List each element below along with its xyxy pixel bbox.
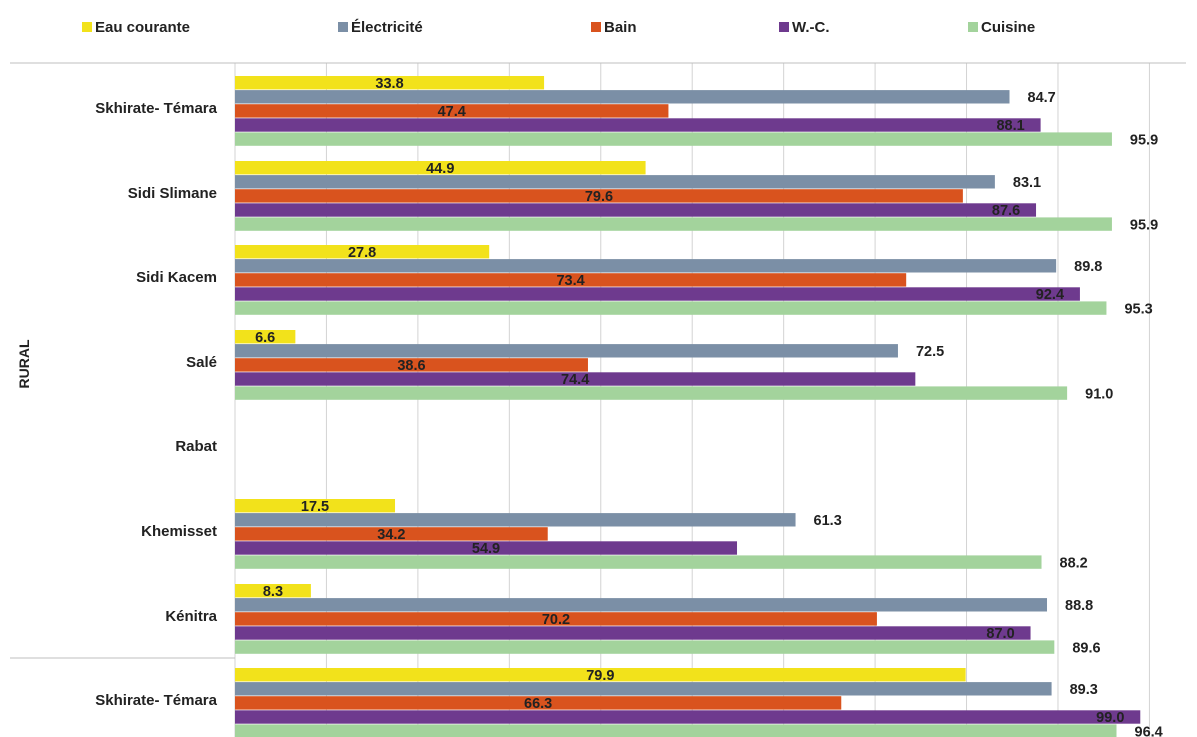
bar-eau-courante-2 — [235, 245, 490, 259]
value-label-bain-2: 73.4 — [556, 273, 584, 289]
category-label-2: Sidi Kacem — [136, 269, 217, 286]
bar-eau-courante-5 — [235, 499, 396, 513]
legend-swatch-w-c — [779, 22, 789, 32]
legend-label-eau-courante: Eau courante — [95, 19, 190, 36]
category-label-0: Skhirate- Témara — [95, 100, 217, 117]
bar-cuisine-3 — [235, 386, 1068, 400]
value-label-eau-courante-3: 6.6 — [255, 330, 275, 346]
value-label-electricite-1: 83.1 — [1013, 175, 1041, 191]
bar-w-c-5 — [235, 541, 738, 555]
value-label-w-c-2: 92.4 — [1036, 287, 1064, 303]
value-label-electricite-6: 88.8 — [1065, 598, 1093, 614]
value-label-cuisine-1: 95.9 — [1130, 217, 1158, 233]
category-label-3: Salé — [186, 354, 217, 371]
value-label-w-c-7: 99.0 — [1096, 710, 1124, 726]
value-label-electricite-2: 89.8 — [1074, 259, 1102, 275]
bar-bain-7 — [235, 696, 842, 710]
value-label-electricite-0: 84.7 — [1028, 90, 1056, 106]
value-label-w-c-0: 88.1 — [996, 118, 1024, 134]
bar-eau-courante-6 — [235, 584, 311, 598]
legend-label-w-c: W.-C. — [792, 19, 830, 36]
value-label-eau-courante-7: 79.9 — [586, 668, 614, 684]
value-label-cuisine-3: 91.0 — [1085, 386, 1113, 402]
value-label-bain-7: 66.3 — [524, 696, 552, 712]
bar-bain-1 — [235, 189, 963, 203]
bar-eau-courante-1 — [235, 161, 646, 175]
value-label-w-c-3: 74.4 — [561, 372, 589, 388]
value-label-eau-courante-0: 33.8 — [375, 76, 403, 92]
value-label-electricite-5: 61.3 — [814, 513, 842, 529]
value-label-eau-courante-5: 17.5 — [301, 499, 329, 515]
bar-w-c-3 — [235, 372, 916, 386]
bar-cuisine-0 — [235, 132, 1112, 146]
bar-electricite-5 — [235, 513, 796, 527]
bar-cuisine-7 — [235, 724, 1117, 737]
bar-w-c-0 — [235, 118, 1041, 132]
value-label-eau-courante-1: 44.9 — [426, 161, 454, 177]
bar-electricite-7 — [235, 682, 1052, 696]
category-label-7: Skhirate- Témara — [95, 692, 217, 709]
category-labels: Skhirate- Témara Sidi Slimane Sidi Kacem Sa… — [95, 100, 217, 709]
value-label-electricite-3: 72.5 — [916, 344, 944, 360]
bar-eau-courante-3 — [235, 330, 296, 344]
bar-w-c-6 — [235, 626, 1031, 640]
legend-label-electricite: Électricité — [351, 19, 423, 36]
bar-electricite-6 — [235, 598, 1048, 612]
legend-swatch-electricite — [338, 22, 348, 32]
group-labels: RURAL — [16, 339, 32, 388]
bar-eau-courante-0 — [235, 76, 545, 90]
legend-label-cuisine: Cuisine — [981, 19, 1035, 36]
bar-bain-2 — [235, 273, 907, 287]
category-label-5: Khemisset — [141, 523, 217, 540]
bar-w-c-7 — [235, 710, 1141, 724]
value-label-w-c-1: 87.6 — [992, 203, 1020, 219]
bar-electricite-3 — [235, 344, 898, 358]
bar-cuisine-6 — [235, 640, 1055, 654]
value-label-w-c-5: 54.9 — [472, 541, 500, 557]
bars — [235, 76, 1141, 737]
value-label-bain-1: 79.6 — [585, 189, 613, 205]
bar-cuisine-2 — [235, 301, 1107, 315]
bar-bain-6 — [235, 612, 877, 626]
value-label-w-c-6: 87.0 — [986, 626, 1014, 642]
value-label-electricite-7: 89.3 — [1070, 682, 1098, 698]
value-label-bain-6: 70.2 — [542, 612, 570, 628]
value-label-cuisine-5: 88.2 — [1060, 555, 1088, 571]
bar-w-c-2 — [235, 287, 1080, 301]
value-label-bain-0: 47.4 — [438, 104, 466, 120]
value-label-eau-courante-2: 27.8 — [348, 245, 376, 261]
legend-label-bain: Bain — [604, 19, 637, 36]
value-label-cuisine-0: 95.9 — [1130, 132, 1158, 148]
bar-bain-0 — [235, 104, 669, 118]
bar-electricite-0 — [235, 90, 1010, 104]
bar-cuisine-1 — [235, 217, 1112, 231]
value-label-bain-5: 34.2 — [377, 527, 405, 543]
category-label-1: Sidi Slimane — [128, 185, 217, 202]
legend-swatch-cuisine — [968, 22, 978, 32]
bar-electricite-2 — [235, 259, 1057, 273]
category-label-4: Rabat — [175, 438, 217, 455]
legend-swatch-eau-courante — [82, 22, 92, 32]
value-label-cuisine-7: 96.4 — [1135, 724, 1163, 737]
value-labels: 33.8 44.9 27.8 6.6 17.5 8.3 79.9 84.7 83.1 89.8 72… — [255, 76, 1163, 737]
bar-bain-3 — [235, 358, 588, 372]
bar-w-c-1 — [235, 203, 1037, 217]
group-label-rural: RURAL — [16, 339, 32, 388]
bar-cuisine-5 — [235, 555, 1042, 569]
value-label-cuisine-6: 89.6 — [1072, 640, 1100, 656]
category-label-6: Kénitra — [165, 608, 217, 625]
value-label-eau-courante-6: 8.3 — [263, 584, 283, 600]
bar-electricite-1 — [235, 175, 995, 189]
legend-swatch-bain — [591, 22, 601, 32]
bar-bain-5 — [235, 527, 548, 541]
value-label-cuisine-2: 95.3 — [1124, 301, 1152, 317]
bar-eau-courante-7 — [235, 668, 966, 682]
legend: Eau courante Électricité Bain W.-C. Cuisine — [82, 19, 1035, 36]
value-label-bain-3: 38.6 — [397, 358, 425, 374]
